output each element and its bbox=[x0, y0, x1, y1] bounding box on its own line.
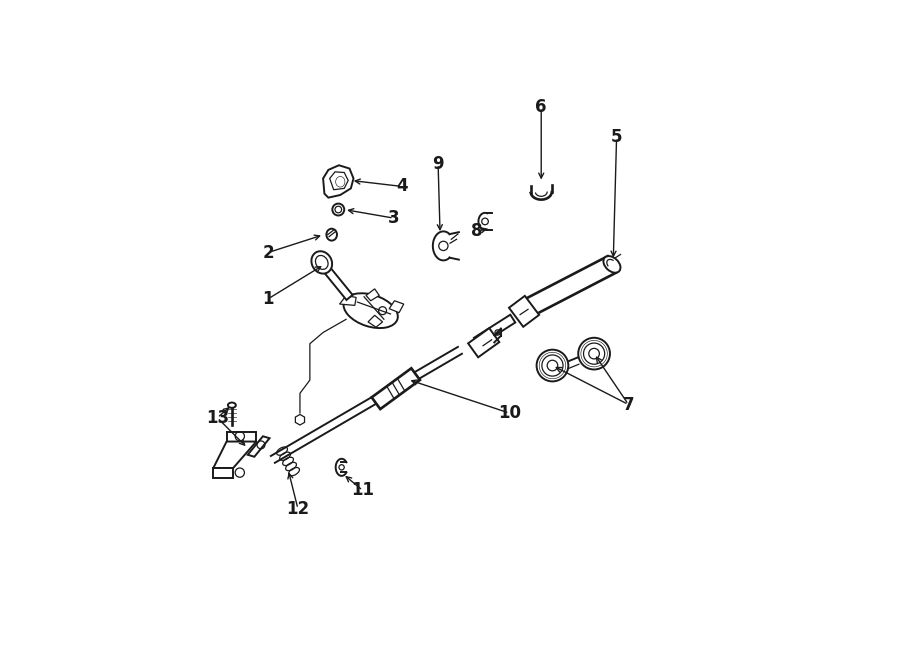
Polygon shape bbox=[339, 295, 356, 305]
Circle shape bbox=[332, 204, 344, 215]
Polygon shape bbox=[474, 315, 516, 346]
Polygon shape bbox=[213, 442, 256, 468]
Circle shape bbox=[578, 338, 610, 369]
Circle shape bbox=[536, 350, 568, 381]
Ellipse shape bbox=[228, 403, 236, 408]
Text: 8: 8 bbox=[471, 222, 482, 241]
Text: 7: 7 bbox=[623, 395, 634, 414]
Text: 3: 3 bbox=[388, 209, 400, 227]
Polygon shape bbox=[518, 256, 617, 319]
Polygon shape bbox=[468, 328, 500, 358]
Polygon shape bbox=[248, 436, 269, 457]
Text: 6: 6 bbox=[536, 98, 547, 116]
Polygon shape bbox=[227, 432, 256, 442]
Text: 12: 12 bbox=[286, 500, 310, 518]
Text: 5: 5 bbox=[611, 128, 622, 147]
Polygon shape bbox=[509, 296, 539, 327]
Text: 11: 11 bbox=[351, 481, 374, 500]
Polygon shape bbox=[213, 468, 233, 478]
Polygon shape bbox=[366, 289, 379, 301]
Text: 10: 10 bbox=[498, 404, 521, 422]
Text: 4: 4 bbox=[396, 177, 408, 196]
Polygon shape bbox=[372, 368, 420, 409]
Text: 13: 13 bbox=[206, 408, 229, 427]
Ellipse shape bbox=[344, 293, 398, 328]
Ellipse shape bbox=[327, 229, 337, 241]
Ellipse shape bbox=[311, 251, 332, 274]
Polygon shape bbox=[295, 414, 304, 425]
Polygon shape bbox=[323, 266, 353, 300]
Polygon shape bbox=[368, 315, 382, 327]
Ellipse shape bbox=[603, 256, 620, 273]
Text: 1: 1 bbox=[263, 290, 274, 308]
Text: 2: 2 bbox=[263, 243, 274, 262]
Text: 9: 9 bbox=[432, 155, 444, 173]
Polygon shape bbox=[389, 301, 404, 313]
Polygon shape bbox=[323, 165, 354, 198]
